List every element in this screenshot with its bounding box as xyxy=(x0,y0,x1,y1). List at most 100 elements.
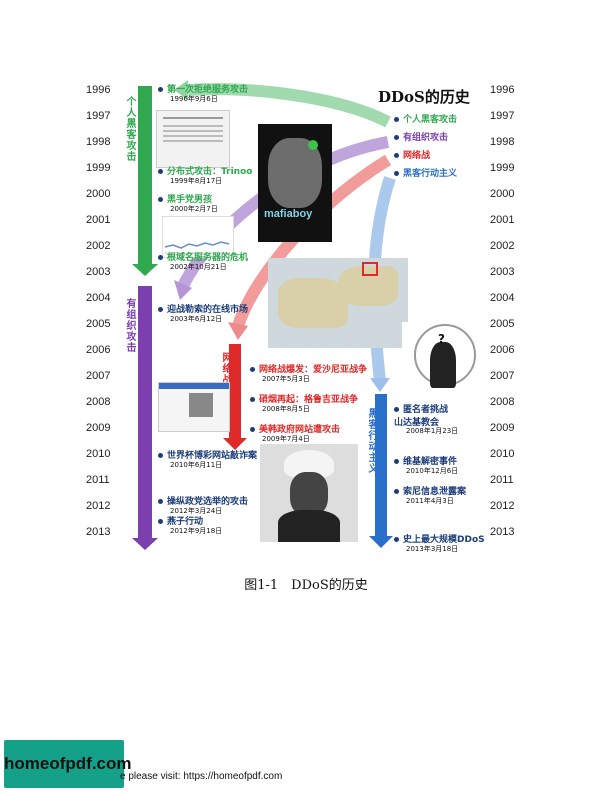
site-logo[interactable]: homeofpdf.com xyxy=(4,740,132,788)
blue-curve-head xyxy=(370,378,390,392)
legend-label: 黑客行动主义 xyxy=(403,169,458,179)
event-title: 美韩政府网站遭攻击 xyxy=(259,425,341,435)
line-chart-thumbnail xyxy=(162,216,234,258)
phase-label-individual: 个人黑客攻击 xyxy=(124,96,135,162)
red-curve-head xyxy=(228,322,248,340)
figure-caption: 图1-1 DDoS的历史 xyxy=(244,578,368,593)
year-label-left: 2012 xyxy=(86,500,111,512)
timeline-event: 匿名者挑战 山达基教会 xyxy=(394,402,448,428)
phase-label-organized: 有组织攻击 xyxy=(124,298,135,353)
red-timeline-bar xyxy=(229,344,241,438)
year-label-left: 1997 xyxy=(86,110,111,122)
event-bullet-icon xyxy=(394,537,399,542)
year-label-left: 1996 xyxy=(86,84,111,96)
event-bullet-icon xyxy=(394,459,399,464)
phase-label-cyberwar: 网络战 xyxy=(220,352,231,385)
timeline-event: 史上最大规模DDoS xyxy=(394,532,485,545)
event-title: 第一次拒绝服务攻击 xyxy=(167,85,249,95)
year-label-right: 1996 xyxy=(490,84,515,96)
event-title: 匿名者挑战 山达基教会 xyxy=(394,405,449,428)
timeline-event: 黑手党男孩 xyxy=(158,192,212,205)
event-bullet-icon xyxy=(158,499,163,504)
event-bullet-icon xyxy=(250,367,255,372)
event-date: 1999年8月17日 xyxy=(170,177,223,185)
year-label-right: 2009 xyxy=(490,422,515,434)
year-label-left: 2010 xyxy=(86,448,111,460)
blue-arrowhead xyxy=(369,536,393,548)
event-bullet-icon xyxy=(158,169,163,174)
event-date: 2009年7月4日 xyxy=(262,435,310,443)
timeline-event: 第一次拒绝服务攻击 xyxy=(158,82,248,95)
year-label-right: 1997 xyxy=(490,110,515,122)
event-title: 史上最大规模DDoS xyxy=(403,535,485,545)
anonymous-mask-image: ? xyxy=(402,322,484,402)
year-label-right: 2003 xyxy=(490,266,515,278)
event-title: 迎战勒索的在线市场 xyxy=(167,305,249,315)
event-title: 黑手党男孩 xyxy=(167,195,213,205)
green-curve xyxy=(187,83,391,128)
event-title: 网络战爆发：爱沙尼亚战争 xyxy=(259,365,368,375)
timeline-event: 根域名服务器的危机 xyxy=(158,250,248,263)
event-date: 2008年8月5日 xyxy=(262,405,310,413)
event-date: 2013年3月18日 xyxy=(406,545,459,553)
thumbnail-chart xyxy=(164,241,231,254)
event-date: 2011年4月3日 xyxy=(406,497,454,505)
year-label-left: 2002 xyxy=(86,240,111,252)
timeline-event: 分布式攻击：Trinoo xyxy=(158,164,252,177)
legend-bullet-icon xyxy=(394,135,399,140)
year-label-left: 1998 xyxy=(86,136,111,148)
europe-map xyxy=(268,258,408,348)
year-label-left: 2003 xyxy=(86,266,111,278)
event-title: 维基解密事件 xyxy=(403,457,458,467)
portrait-photo xyxy=(260,444,358,542)
mafiaboy-book-cover: mafiaboy xyxy=(258,124,332,242)
event-bullet-icon xyxy=(158,519,163,524)
website-screenshot xyxy=(158,382,230,432)
legend-bullet-icon xyxy=(394,171,399,176)
event-title: 硝烟再起：格鲁吉亚战争 xyxy=(259,395,359,405)
timeline-event: 迎战勒索的在线市场 xyxy=(158,302,248,315)
purple-curve-head xyxy=(174,280,192,300)
year-label-left: 2009 xyxy=(86,422,111,434)
legend-item: 黑客行动主义 xyxy=(394,166,457,179)
footer-link-text[interactable]: e please visit: https://homeofpdf.com xyxy=(120,771,283,782)
timeline-event: 世界杯博彩网站敲诈案 xyxy=(158,448,257,461)
year-label-right: 2012 xyxy=(490,500,515,512)
newspaper-thumbnail xyxy=(156,110,230,168)
legend-label: 有组织攻击 xyxy=(403,133,449,143)
event-date: 2002年10月21日 xyxy=(170,263,227,271)
year-label-left: 2008 xyxy=(86,396,111,408)
year-label-right: 2013 xyxy=(490,526,515,538)
event-bullet-icon xyxy=(158,197,163,202)
timeline-event: 索尼信息泄露案 xyxy=(394,484,466,497)
ddos-history-figure: 1996 1997 1998 1999 2000 2001 2002 2003 2004 2005… xyxy=(86,76,524,558)
purple-timeline-bar xyxy=(138,286,152,538)
year-label-right: 1998 xyxy=(490,136,515,148)
event-date: 1996年9月6日 xyxy=(170,95,218,103)
green-curve-head xyxy=(174,80,188,100)
red-arrowhead xyxy=(223,438,247,450)
year-label-right: 2011 xyxy=(490,474,514,486)
year-label-left: 2007 xyxy=(86,370,111,382)
year-label-right: 2000 xyxy=(490,188,515,200)
event-date: 2007年5月3日 xyxy=(262,375,310,383)
legend-label: 个人黑客攻击 xyxy=(403,115,458,125)
year-label-left: 2001 xyxy=(86,214,111,226)
year-label-right: 2005 xyxy=(490,318,515,330)
event-bullet-icon xyxy=(158,255,163,260)
timeline-event: 燕子行动 xyxy=(158,514,203,527)
event-bullet-icon xyxy=(158,453,163,458)
event-date: 2012年9月18日 xyxy=(170,527,223,535)
event-title: 分布式攻击：Trinoo xyxy=(167,167,253,177)
green-timeline-bar xyxy=(138,86,152,264)
legend-item: 有组织攻击 xyxy=(394,130,448,143)
timeline-event: 操纵政党选举的攻击 xyxy=(158,494,248,507)
event-title: 燕子行动 xyxy=(167,517,204,527)
year-label-right: 2006 xyxy=(490,344,515,356)
event-title: 索尼信息泄露案 xyxy=(403,487,467,497)
legend-label: 网络战 xyxy=(403,151,431,161)
timeline-event: 美韩政府网站遭攻击 xyxy=(250,422,340,435)
timeline-event: 维基解密事件 xyxy=(394,454,457,467)
event-title: 世界杯博彩网站敲诈案 xyxy=(167,451,258,461)
event-date: 2003年6月12日 xyxy=(170,315,223,323)
